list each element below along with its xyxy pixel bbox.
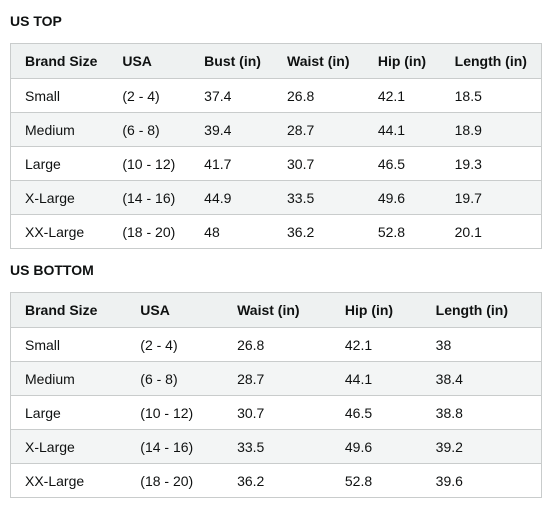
table-cell: 28.7	[223, 361, 331, 396]
us-top-size-table: Brand Size USA Bust (in) Waist (in) Hip …	[10, 43, 542, 249]
table-cell: 38.4	[421, 361, 542, 396]
table-cell: 33.5	[273, 180, 364, 215]
table-cell: 38	[421, 327, 542, 362]
table-cell: 30.7	[273, 146, 364, 181]
table-cell: 48	[190, 214, 274, 249]
table-cell: (14 - 16)	[108, 180, 191, 215]
column-header: USA	[126, 292, 224, 328]
table-cell: 18.5	[440, 78, 542, 113]
table-cell: Large	[10, 395, 127, 430]
table-cell: 42.1	[330, 327, 422, 362]
table-cell: 30.7	[223, 395, 331, 430]
table-cell: 44.9	[190, 180, 274, 215]
table-cell: 44.1	[363, 112, 441, 147]
table-header-row: Brand Size USA Waist (in) Hip (in) Lengt…	[10, 292, 542, 328]
table-cell: (10 - 12)	[126, 395, 224, 430]
table-cell: (6 - 8)	[108, 112, 191, 147]
table-cell: 20.1	[440, 214, 542, 249]
table-row: Small (2 - 4) 26.8 42.1 38	[10, 327, 542, 362]
us-top-title: US TOP	[10, 13, 62, 29]
table-cell: Medium	[10, 361, 127, 396]
table-cell: (14 - 16)	[126, 429, 224, 464]
table-row: Small (2 - 4) 37.4 26.8 42.1 18.5	[10, 78, 542, 113]
us-bottom-title: US BOTTOM	[10, 262, 94, 278]
table-cell: 38.8	[421, 395, 542, 430]
table-cell: 44.1	[330, 361, 422, 396]
table-row: X-Large (14 - 16) 33.5 49.6 39.2	[10, 429, 542, 464]
us-bottom-size-table: Brand Size USA Waist (in) Hip (in) Lengt…	[10, 292, 542, 498]
table-cell: Large	[10, 146, 109, 181]
table-cell: 19.7	[440, 180, 542, 215]
table-cell: (10 - 12)	[108, 146, 191, 181]
table-cell: (2 - 4)	[108, 78, 191, 113]
table-cell: (2 - 4)	[126, 327, 224, 362]
column-header: Hip (in)	[363, 43, 441, 79]
column-header: USA	[108, 43, 191, 79]
table-cell: 49.6	[363, 180, 441, 215]
table-cell: X-Large	[10, 429, 127, 464]
column-header: Length (in)	[421, 292, 542, 328]
table-row: Large (10 - 12) 30.7 46.5 38.8	[10, 395, 542, 430]
table-cell: 46.5	[363, 146, 441, 181]
table-cell: Medium	[10, 112, 109, 147]
table-cell: XX-Large	[10, 463, 127, 498]
table-cell: 33.5	[223, 429, 331, 464]
table-row: Medium (6 - 8) 39.4 28.7 44.1 18.9	[10, 112, 542, 147]
table-cell: 46.5	[330, 395, 422, 430]
column-header: Brand Size	[10, 292, 127, 328]
table-header-row: Brand Size USA Bust (in) Waist (in) Hip …	[10, 43, 542, 79]
column-header: Waist (in)	[273, 43, 364, 79]
column-header: Brand Size	[10, 43, 109, 79]
table-cell: 39.2	[421, 429, 542, 464]
table-cell: 52.8	[363, 214, 441, 249]
table-cell: 37.4	[190, 78, 274, 113]
table-cell: 39.4	[190, 112, 274, 147]
column-header: Bust (in)	[190, 43, 274, 79]
table-cell: 36.2	[223, 463, 331, 498]
table-cell: 39.6	[421, 463, 542, 498]
table-row: X-Large (14 - 16) 44.9 33.5 49.6 19.7	[10, 180, 542, 215]
table-row: Medium (6 - 8) 28.7 44.1 38.4	[10, 361, 542, 396]
table-cell: 19.3	[440, 146, 542, 181]
table-cell: 18.9	[440, 112, 542, 147]
table-cell: (18 - 20)	[126, 463, 224, 498]
table-cell: XX-Large	[10, 214, 109, 249]
table-cell: 49.6	[330, 429, 422, 464]
table-cell: 26.8	[273, 78, 364, 113]
column-header: Length (in)	[440, 43, 542, 79]
table-row: XX-Large (18 - 20) 36.2 52.8 39.6	[10, 463, 542, 498]
table-cell: (18 - 20)	[108, 214, 191, 249]
table-cell: 52.8	[330, 463, 422, 498]
table-cell: 42.1	[363, 78, 441, 113]
table-cell: Small	[10, 327, 127, 362]
table-cell: X-Large	[10, 180, 109, 215]
column-header: Waist (in)	[223, 292, 331, 328]
table-cell: Small	[10, 78, 109, 113]
table-row: XX-Large (18 - 20) 48 36.2 52.8 20.1	[10, 214, 542, 249]
table-row: Large (10 - 12) 41.7 30.7 46.5 19.3	[10, 146, 542, 181]
table-cell: (6 - 8)	[126, 361, 224, 396]
table-cell: 26.8	[223, 327, 331, 362]
table-cell: 28.7	[273, 112, 364, 147]
column-header: Hip (in)	[330, 292, 422, 328]
table-cell: 41.7	[190, 146, 274, 181]
table-cell: 36.2	[273, 214, 364, 249]
